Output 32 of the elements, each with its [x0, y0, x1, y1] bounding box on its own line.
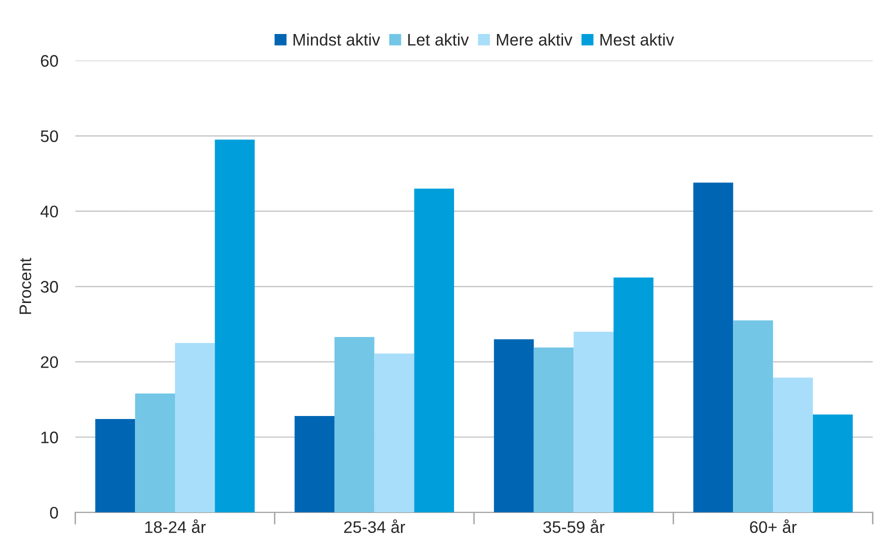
- legend-label: Mere aktiv: [496, 33, 572, 46]
- y-tick-label: 10: [41, 432, 58, 444]
- bar: [174, 342, 215, 512]
- legend-label: Let aktiv: [408, 33, 469, 46]
- y-tick-label: 60: [40, 55, 58, 67]
- bar: [294, 416, 334, 512]
- bar: [135, 393, 175, 512]
- bar: [693, 182, 734, 512]
- bar: [374, 354, 414, 512]
- y-tick-label: 30: [40, 280, 58, 293]
- bar: [95, 419, 136, 512]
- bar: [812, 414, 853, 512]
- bar: [414, 188, 454, 512]
- bar: [214, 140, 255, 512]
- y-tick-label: 40: [40, 206, 58, 218]
- x-tick-label: 60+ år: [750, 519, 797, 534]
- bar: [574, 332, 614, 512]
- bar: [733, 320, 774, 512]
- bar: [534, 348, 574, 512]
- y-axis-title: Procent: [20, 258, 32, 314]
- y-tick-label: 50: [40, 130, 58, 142]
- x-tick-label: 18-24 år: [145, 519, 206, 534]
- bar: [334, 336, 374, 512]
- x-tick-label: 35-59 år: [543, 519, 604, 534]
- y-tick-label: 20: [40, 356, 58, 368]
- legend-label: Mest aktiv: [600, 33, 674, 46]
- y-tick-label: 0: [50, 506, 58, 519]
- x-tick-label: 25-34 år: [344, 519, 406, 534]
- bar: [773, 378, 813, 512]
- bar: [494, 339, 534, 512]
- legend-label: Mindst aktiv: [294, 33, 380, 46]
- bar: [614, 277, 654, 512]
